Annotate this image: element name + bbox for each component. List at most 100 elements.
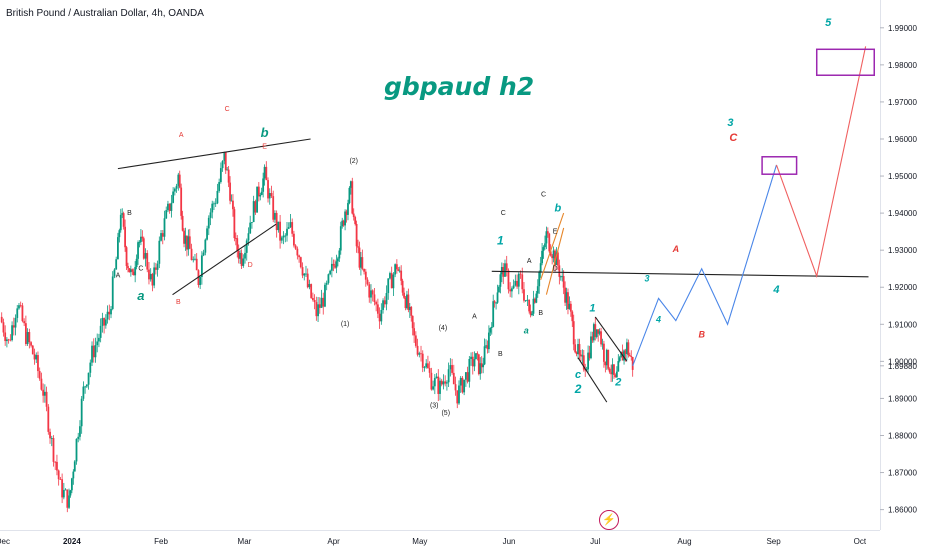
- candle-body: [376, 304, 379, 314]
- candle-body: [442, 381, 445, 385]
- candle-body: [106, 311, 109, 320]
- candle-body: [428, 368, 431, 373]
- candle-body: [204, 239, 207, 253]
- candle-body: [575, 352, 578, 355]
- candle-body: [298, 255, 300, 258]
- wave-label: E: [553, 228, 558, 235]
- candle-body: [485, 345, 487, 347]
- candle-body: [52, 438, 55, 462]
- candle-body: [40, 378, 43, 390]
- candle-body: [170, 202, 173, 211]
- candle-body: [611, 364, 614, 375]
- candle-body: [175, 185, 178, 189]
- candle-body: [151, 273, 154, 286]
- candle-body: [496, 292, 499, 303]
- time-tick-label: May: [412, 537, 427, 546]
- candle-body: [334, 265, 336, 268]
- candle-body: [526, 299, 529, 301]
- candle-body: [202, 252, 205, 256]
- candle-body: [267, 180, 269, 199]
- candle-body: [605, 349, 608, 366]
- candle-body: [627, 342, 630, 356]
- price-axis[interactable]: [880, 0, 932, 530]
- candle-body: [104, 319, 107, 326]
- candle-body: [624, 350, 627, 355]
- candle-body: [101, 318, 104, 326]
- candle-body: [211, 203, 214, 213]
- candle-body: [577, 344, 579, 355]
- candle-body: [420, 353, 422, 355]
- candle-body: [615, 371, 618, 378]
- wave-label: 2: [614, 376, 621, 388]
- candle-body: [265, 166, 268, 181]
- candle-body: [561, 276, 564, 277]
- candle-body: [254, 201, 257, 213]
- price-tick-label: 1.94000: [888, 209, 917, 218]
- candle-body: [318, 304, 321, 308]
- candle-body: [408, 306, 411, 310]
- time-tick-label: 2024: [63, 537, 81, 546]
- candle-body: [117, 237, 119, 260]
- candle-body: [528, 299, 531, 312]
- candle-body: [335, 261, 338, 268]
- candle-body: [252, 201, 255, 223]
- candle-body: [134, 267, 137, 276]
- candle-body: [519, 273, 522, 275]
- candle-body: [477, 354, 480, 375]
- wave-label: 3: [727, 117, 733, 129]
- candle-body: [510, 288, 513, 292]
- candle-body: [327, 274, 330, 283]
- time-tick-label: Mar: [238, 537, 252, 546]
- candle-body: [366, 279, 369, 285]
- candle-body: [487, 332, 490, 350]
- candle-body: [275, 212, 278, 231]
- candle-body: [598, 331, 601, 334]
- symbol-title: British Pound / Australian Dollar, 4h, O…: [6, 8, 204, 19]
- candle-body: [411, 315, 414, 329]
- candle-body: [471, 356, 474, 367]
- candle-body: [19, 305, 22, 307]
- lightning-icon[interactable]: ⚡: [599, 510, 619, 530]
- candle-body: [306, 273, 309, 288]
- candle-body: [475, 353, 477, 360]
- candle-body: [119, 214, 122, 231]
- candle-body: [342, 220, 345, 226]
- candle-body: [407, 294, 410, 310]
- candle-body: [16, 308, 19, 318]
- candle-body: [184, 235, 187, 244]
- candle-body: [387, 278, 390, 294]
- candle-body: [49, 431, 51, 439]
- candle-body: [531, 313, 533, 316]
- candle-body: [172, 191, 175, 203]
- candle-body: [4, 332, 7, 342]
- candle-body: [466, 372, 469, 382]
- price-tick-label: 1.98000: [888, 61, 917, 70]
- candle-body: [613, 364, 615, 375]
- wave-label: B: [538, 310, 543, 317]
- candle-body: [272, 196, 275, 220]
- trend-line: [172, 223, 277, 296]
- price-tick-label: 1.96000: [888, 135, 917, 144]
- price-tick-label: 1.90000: [888, 357, 917, 366]
- wave-label: C: [138, 266, 143, 273]
- candle-body: [50, 438, 53, 439]
- candle-body: [59, 479, 62, 480]
- candle-body: [539, 263, 542, 273]
- candle-body: [574, 344, 577, 353]
- candle-body: [154, 267, 157, 270]
- candle-body: [418, 353, 421, 355]
- time-axis[interactable]: [0, 530, 880, 551]
- candle-body: [324, 284, 326, 307]
- candle-body: [584, 369, 587, 371]
- candle-body: [413, 328, 416, 336]
- candle-body: [113, 269, 116, 277]
- wave-label: C: [729, 132, 738, 144]
- candle-body: [534, 298, 536, 303]
- candle-body: [2, 322, 5, 333]
- candle-body: [7, 339, 10, 341]
- price-tick-label: 1.91000: [888, 320, 917, 329]
- candle-body: [347, 203, 349, 215]
- candle-body: [80, 398, 83, 427]
